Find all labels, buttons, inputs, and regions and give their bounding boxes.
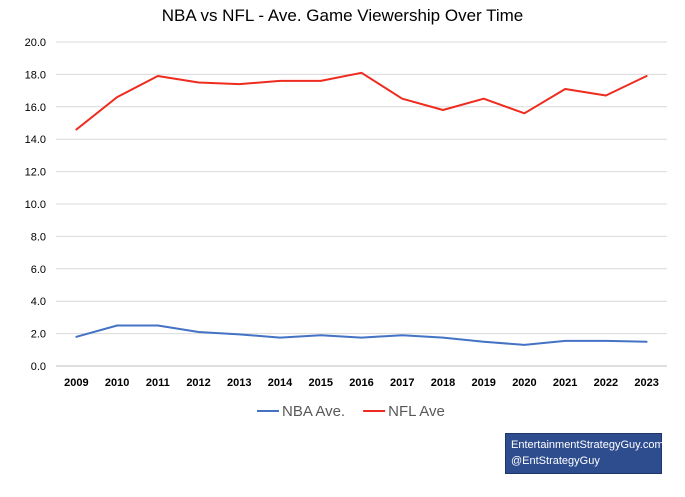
gridlines	[56, 41, 667, 367]
series-line-nfl-ave	[75, 71, 648, 131]
x-tick-label: 2023	[634, 377, 658, 389]
x-tick-label: 2019	[471, 377, 495, 389]
credit-website: EntertainmentStrategyGuy.com	[511, 439, 664, 451]
credit-badge: EntertainmentStrategyGuy.com @EntStrateg…	[505, 433, 664, 474]
x-tick-label: 2022	[594, 377, 618, 389]
legend-label: NFL Ave	[388, 403, 445, 420]
y-tick-label: 0.0	[31, 361, 46, 373]
x-tick-label: 2018	[431, 377, 455, 389]
x-tick-label: 2011	[146, 377, 170, 389]
y-tick-label: 14.0	[25, 134, 46, 146]
x-tick-label: 2021	[553, 377, 577, 389]
series-line-nba-ave	[75, 324, 648, 346]
y-tick-label: 18.0	[25, 69, 46, 81]
legend-label: NBA Ave.	[282, 403, 345, 420]
x-axis-ticks: 2009 2010 2011 2012 2013 2014 2015 2016 2017 2018…	[64, 377, 659, 389]
y-tick-label: 10.0	[25, 199, 46, 211]
x-tick-label: 2015	[309, 377, 333, 389]
x-tick-label: 2012	[186, 377, 210, 389]
x-tick-label: 2016	[349, 377, 373, 389]
x-tick-label: 2013	[227, 377, 251, 389]
y-axis-ticks: 0.0 2.0 4.0 6.0 8.0 10.0 12.0 14.0 16.0 18.0 20.0	[25, 37, 46, 373]
y-tick-label: 12.0	[25, 167, 46, 179]
y-tick-label: 2.0	[31, 329, 46, 341]
x-tick-label: 2020	[512, 377, 536, 389]
y-tick-label: 4.0	[31, 296, 46, 308]
credit-handle: @EntStrategyGuy	[511, 455, 600, 467]
y-tick-label: 8.0	[31, 231, 46, 243]
x-tick-label: 2014	[268, 377, 293, 389]
x-tick-label: 2009	[64, 377, 88, 389]
y-tick-label: 6.0	[31, 264, 46, 276]
legend: NBA Ave. NFL Ave	[257, 403, 445, 420]
x-tick-label: 2010	[105, 377, 129, 389]
chart-title: NBA vs NFL - Ave. Game Viewership Over T…	[161, 6, 524, 25]
y-tick-label: 16.0	[25, 102, 46, 114]
y-tick-label: 20.0	[25, 37, 46, 49]
series-lines	[75, 71, 648, 346]
x-tick-label: 2017	[390, 377, 414, 389]
